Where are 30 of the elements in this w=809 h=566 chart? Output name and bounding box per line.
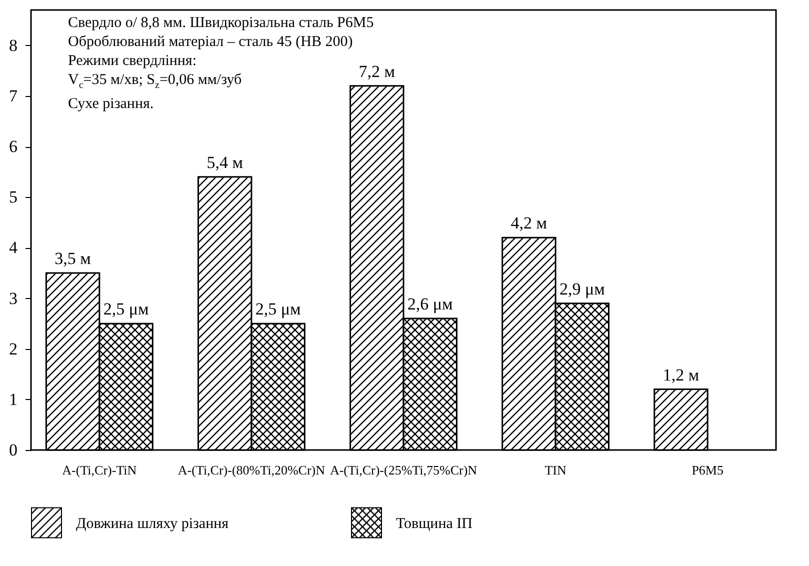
y-tick-label: 6: [9, 137, 18, 156]
data-label: 2,6 μм: [407, 294, 454, 314]
annotation: Сухе різання.: [68, 95, 155, 114]
y-tick-label: 8: [9, 36, 18, 55]
data-label: 2,9 μм: [559, 279, 606, 298]
x-tick-label: TIN: [544, 462, 567, 478]
annotation: Режими свердління:: [68, 53, 196, 69]
y-tick-label: 7: [9, 86, 18, 106]
chart-title: Свердло о/ 8,8 мм. Швидкорізальна сталь Р6М5: [68, 14, 374, 33]
legend-label: Довжина шляху різання: [76, 516, 229, 532]
data-label: 2,5 μм: [255, 300, 301, 319]
annotation: Оброблюваний матеріал – сталь 45 (НВ 200): [68, 33, 354, 52]
x-tick-label: А-(Ti,Cr)-(25%Ti,75%Cr)N: [330, 462, 478, 478]
y-tick-label: 3: [9, 288, 18, 308]
y-tick-label: 2: [9, 339, 18, 358]
legend-label: Товщина ІП: [396, 516, 473, 532]
annotation: V$_{c}$=35 м/хв; S$_{z}$=0,06 мм/зуб: [68, 72, 242, 91]
y-tick-label: 4: [9, 238, 18, 258]
data-label: 1,2 м: [662, 365, 700, 384]
x-tick-label: Р6М5: [692, 462, 724, 478]
data-label: 5,4 м: [206, 152, 244, 172]
y-tick-label: 5: [9, 188, 18, 207]
x-tick-label: А-(Ti,Cr)-(80%Ti,20%Cr)N: [178, 462, 326, 478]
y-tick-label: 0: [9, 440, 18, 460]
data-label: 4,2 м: [510, 214, 548, 233]
y-tick-label: 1: [9, 390, 18, 409]
data-label: 2,5 μм: [103, 300, 149, 319]
data-label: 3,5 м: [54, 248, 92, 268]
x-tick-label: А-(Ti,Cr)-TiN: [62, 462, 138, 478]
data-label: 7,2 м: [358, 62, 396, 81]
